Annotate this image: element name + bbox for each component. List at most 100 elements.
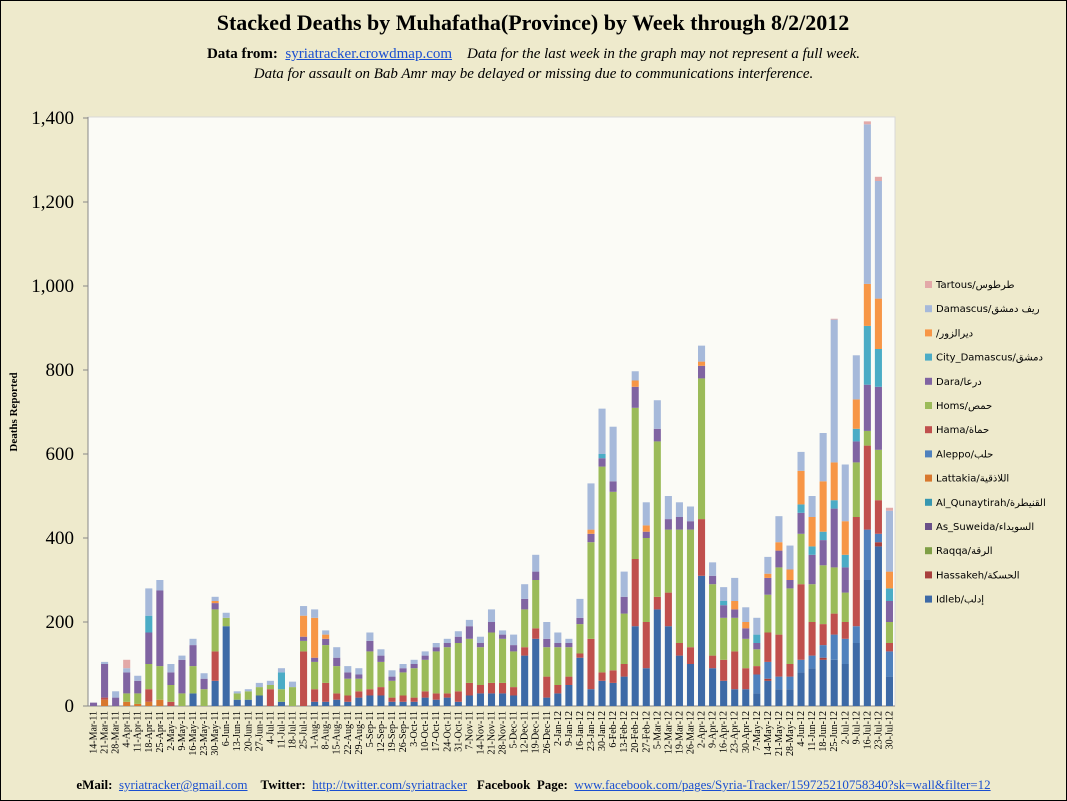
bar-segment — [266, 680, 274, 685]
bar-segment — [808, 554, 816, 585]
x-tick-label: 22-Aug-11 — [343, 711, 354, 755]
legend-swatch — [925, 402, 932, 409]
bar-segment — [731, 617, 739, 652]
bar-segment — [841, 464, 849, 522]
x-tick-label: 12-Sep-11 — [376, 711, 387, 752]
x-tick-label: 3-Oct-11 — [409, 711, 420, 747]
note: Data for assault on Bab Amr may be delay… — [253, 66, 814, 82]
bar-segment — [266, 689, 274, 706]
bar-segment — [421, 659, 429, 692]
bar-segment — [277, 672, 285, 690]
legend-swatch — [925, 474, 932, 482]
bar-segment — [101, 661, 109, 664]
bar-segment — [487, 693, 496, 706]
source-line: Data from: syriatracker.crowdmap.com Dat… — [0, 46, 1067, 63]
x-tick-label: 26-Sep-11 — [398, 711, 409, 752]
bar-segment — [487, 682, 496, 694]
bar-segment — [277, 701, 285, 706]
bar-segment — [377, 687, 385, 696]
bar-segment — [786, 545, 794, 570]
email-link[interactable]: syriatracker@gmail.com — [118, 777, 248, 792]
bar-segment — [675, 643, 683, 656]
bar-segment — [786, 676, 794, 690]
bar-segment — [819, 657, 827, 660]
bar-segment — [145, 615, 153, 633]
bar-segment — [653, 441, 661, 597]
legend-label: Al_Qunaytirah/القنيطرة — [936, 498, 1046, 509]
bar-segment — [786, 580, 794, 589]
x-tick-label: 14-Mar-11 — [89, 711, 100, 754]
bar-segment — [89, 702, 98, 706]
bar-segment — [786, 689, 794, 706]
bar-segment — [709, 655, 717, 669]
bar-segment — [565, 676, 573, 685]
bar-segment — [863, 445, 871, 530]
bar-segment — [377, 649, 385, 656]
bar-segment — [465, 682, 473, 696]
bar-segment — [598, 408, 606, 454]
legend-label: Homs/حمص — [936, 401, 992, 412]
x-tick-label: 9-Jul-12 — [851, 711, 862, 744]
bar-segment — [576, 598, 584, 618]
source-link[interactable]: syriatracker.crowdmap.com — [285, 46, 453, 62]
bar-segment — [277, 668, 285, 673]
bar-segment — [863, 580, 871, 706]
x-tick-label: 9-Apr-12 — [708, 711, 719, 748]
bar-segment — [686, 647, 695, 664]
bar-segment — [543, 638, 551, 648]
bar-segment — [852, 462, 860, 517]
bar-segment — [808, 517, 816, 547]
bar-segment — [521, 647, 529, 656]
bar-segment — [454, 691, 462, 702]
x-tick-label: 11-Jun-12 — [807, 711, 818, 751]
x-tick-label: 28-Nov-11 — [498, 711, 509, 755]
x-tick-label: 24-Oct-11 — [442, 711, 453, 752]
bar-segment — [753, 634, 761, 643]
bar-segment — [852, 399, 860, 429]
bar-segment — [123, 701, 131, 706]
facebook-link[interactable]: www.facebook.com/pages/Syria-Tracker/159… — [574, 777, 991, 792]
bar-segment — [112, 697, 120, 706]
bar-segment — [819, 540, 827, 566]
bar-segment — [399, 664, 407, 669]
bar-segment — [300, 615, 308, 637]
bar-segment — [874, 298, 882, 349]
bar-segment — [211, 601, 219, 604]
bar-segment — [720, 680, 728, 706]
bar-segment — [487, 632, 496, 683]
bar-segment — [863, 529, 871, 580]
x-tick-label: 17-Oct-11 — [431, 711, 442, 752]
twitter-link[interactable]: http://twitter.com/syriatracker — [312, 777, 468, 792]
bar-segment — [797, 672, 805, 706]
x-tick-label: 8-Aug-11 — [321, 711, 332, 750]
bar-segment — [222, 626, 230, 706]
bar-segment — [421, 697, 429, 706]
bar-segment — [731, 601, 739, 610]
bar-segment — [432, 647, 440, 652]
x-tick-label: 12-Mar-12 — [663, 711, 674, 754]
bar-segment — [432, 693, 440, 700]
x-tick-label: 5-Dec-11 — [509, 711, 520, 748]
x-tick-label: 28-Mar-11 — [111, 711, 122, 754]
bar-segment — [775, 542, 783, 551]
bar-segment — [167, 664, 175, 673]
x-tick-label: 4-Apr-11 — [122, 711, 133, 748]
bar-segment — [222, 612, 230, 618]
footer: eMail: syriatracker@gmail.com Twitter: h… — [0, 777, 1067, 793]
bar-segment — [410, 668, 418, 698]
bar-segment — [101, 664, 109, 698]
legend-swatch — [925, 281, 932, 288]
bar-segment — [399, 695, 407, 702]
bar-segment — [499, 634, 507, 639]
bar-segment — [355, 697, 363, 706]
bar-segment — [863, 430, 871, 446]
bar-segment — [808, 655, 816, 669]
bar-segment — [211, 609, 219, 652]
bar-segment — [521, 609, 529, 648]
bar-segment — [775, 689, 783, 706]
bar-segment — [145, 632, 153, 664]
bar-segment — [145, 689, 153, 702]
bar-segment — [465, 638, 473, 683]
x-tick-label: 5-Sep-11 — [365, 711, 376, 747]
bar-segment — [808, 584, 816, 622]
